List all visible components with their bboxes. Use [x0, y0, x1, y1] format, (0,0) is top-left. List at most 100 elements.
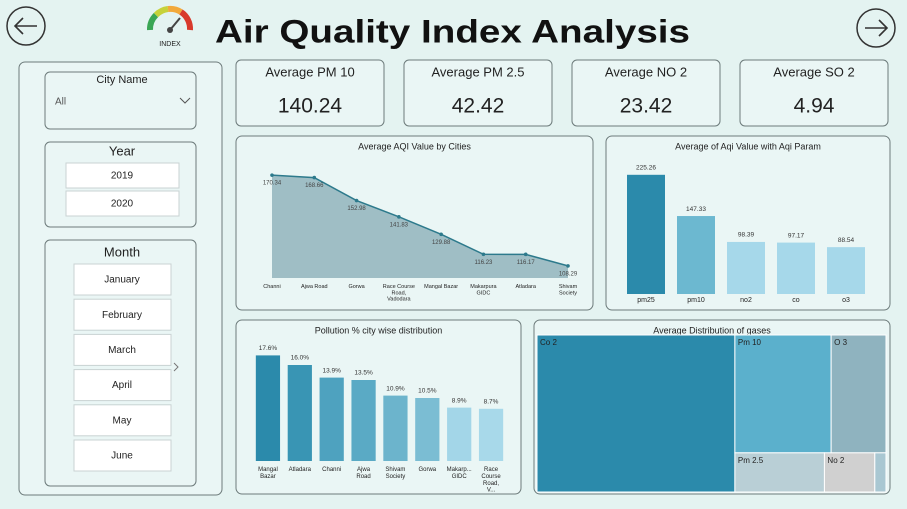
- data-label: 10.9%: [386, 385, 405, 392]
- slicer-item[interactable]: [73, 263, 172, 296]
- x-tick-label: Gorwa: [348, 284, 365, 290]
- data-label: 13.5%: [354, 370, 373, 377]
- bar: [727, 241, 765, 294]
- slicer-selection[interactable]: All: [55, 97, 66, 108]
- tile-label: Pm 10: [738, 338, 762, 347]
- dashboard-title: Air Quality Index Analysis: [215, 13, 690, 49]
- tile-label: Pm 2.5: [738, 456, 764, 465]
- chart-title: Average of Aqi Value with Aqi Param: [675, 141, 821, 151]
- data-label: 108.29: [559, 271, 578, 277]
- bar: [383, 395, 408, 461]
- treemap-tile: [830, 334, 887, 454]
- x-tick-label: Mangal Bazar: [424, 284, 458, 290]
- kpi-card: [571, 59, 721, 127]
- bar: [677, 216, 715, 294]
- kpi-card: [403, 59, 553, 127]
- slicer-item[interactable]: [73, 439, 172, 472]
- tile-label: No 2: [827, 456, 844, 465]
- data-label: 129.88: [432, 240, 451, 246]
- slicer-item-label[interactable]: May: [113, 415, 132, 426]
- slicer-item-label[interactable]: February: [102, 310, 142, 321]
- slicer-item-label[interactable]: 2019: [111, 171, 134, 182]
- bar: [287, 365, 312, 461]
- slicer-item-label[interactable]: June: [111, 451, 133, 462]
- bar: [447, 407, 472, 461]
- slicer-label: Month: [104, 244, 140, 259]
- data-label: 97.17: [788, 232, 805, 239]
- data-label: 116.23: [474, 260, 493, 266]
- x-tick-label: Atladara: [289, 467, 312, 473]
- kpi-label: Average NO 2: [605, 64, 687, 79]
- kpi-value: 42.42: [452, 95, 505, 118]
- kpi-label: Average SO 2: [773, 64, 854, 79]
- data-label: 141.83: [390, 222, 409, 228]
- slicer-label: Year: [109, 143, 136, 158]
- x-tick-label: Race Course Road, V...: [481, 467, 501, 494]
- forward-button[interactable]: [856, 8, 896, 48]
- data-label: 17.6%: [259, 345, 278, 352]
- kpi-card: [235, 59, 385, 127]
- treemap-tile: [734, 334, 832, 454]
- x-tick-label: Shivam Society: [559, 284, 578, 296]
- bar: [351, 380, 376, 461]
- treemap-tile: [823, 452, 876, 493]
- data-label: 8.9%: [452, 397, 467, 404]
- tile-label: O 3: [834, 338, 847, 347]
- kpi-label: Average PM 2.5: [432, 64, 525, 79]
- x-tick-label: pm10: [687, 297, 705, 304]
- x-tick-label: Atladara: [515, 284, 536, 290]
- x-tick-label: Mangal Bazar: [258, 467, 278, 480]
- slicer-item[interactable]: [73, 369, 172, 402]
- data-label: 225.26: [636, 165, 656, 172]
- kpi-label: Average PM 10: [265, 64, 354, 79]
- slicer-item[interactable]: [73, 404, 172, 437]
- slicer-item-label[interactable]: January: [104, 275, 140, 286]
- bar: [827, 247, 865, 294]
- kpi-value: 23.42: [620, 95, 673, 118]
- bar: [627, 174, 665, 294]
- back-button[interactable]: [6, 6, 46, 46]
- x-tick-label: Makarpura GIDC: [470, 284, 497, 296]
- x-tick-label: Channi: [263, 284, 280, 290]
- bar: [319, 377, 344, 461]
- slicer-item[interactable]: [73, 333, 172, 366]
- x-tick-label: pm25: [637, 297, 655, 304]
- x-tick-label: Race Course Road, Vadodara: [383, 284, 415, 303]
- city-slicer[interactable]: [44, 71, 197, 130]
- data-label: 152.98: [347, 206, 366, 212]
- bar: [415, 398, 440, 461]
- area: [272, 175, 568, 278]
- gauge-icon: [147, 5, 194, 33]
- data-label: 88.54: [838, 237, 855, 244]
- slicer-item[interactable]: [65, 162, 180, 189]
- slicer-item-label[interactable]: April: [112, 380, 132, 391]
- point: [397, 215, 401, 219]
- x-tick-label: Makarp... GIDC: [447, 467, 472, 480]
- data-label: 170.34: [263, 181, 282, 187]
- point: [270, 173, 274, 177]
- x-tick-label: no2: [740, 297, 752, 304]
- point: [354, 198, 359, 203]
- kpi-value: 4.94: [794, 95, 835, 118]
- line: [271, 174, 569, 267]
- data-label: 116.17: [517, 260, 536, 266]
- slicer-label: City Name: [96, 74, 147, 86]
- data-label: 98.39: [738, 232, 755, 239]
- chart-title: Average Distribution of gases: [653, 325, 771, 335]
- dropdown-chevron[interactable]: [179, 97, 191, 104]
- slicer-item[interactable]: [73, 298, 172, 331]
- data-label: 10.5%: [418, 388, 437, 395]
- slicer-item-label[interactable]: March: [108, 345, 136, 356]
- x-tick-label: Channi: [322, 467, 341, 473]
- chart-title: Pollution % city wise distribution: [315, 325, 443, 335]
- kpi-value: 140.24: [278, 95, 343, 118]
- data-label: 13.9%: [322, 367, 341, 374]
- scroll-arrow[interactable]: [173, 362, 179, 372]
- treemap-tile: [536, 334, 736, 493]
- treemap-tile: [874, 452, 887, 493]
- data-label: 8.7%: [484, 399, 499, 406]
- slicer-item[interactable]: [65, 190, 180, 217]
- slicer-item-label[interactable]: 2020: [111, 199, 134, 210]
